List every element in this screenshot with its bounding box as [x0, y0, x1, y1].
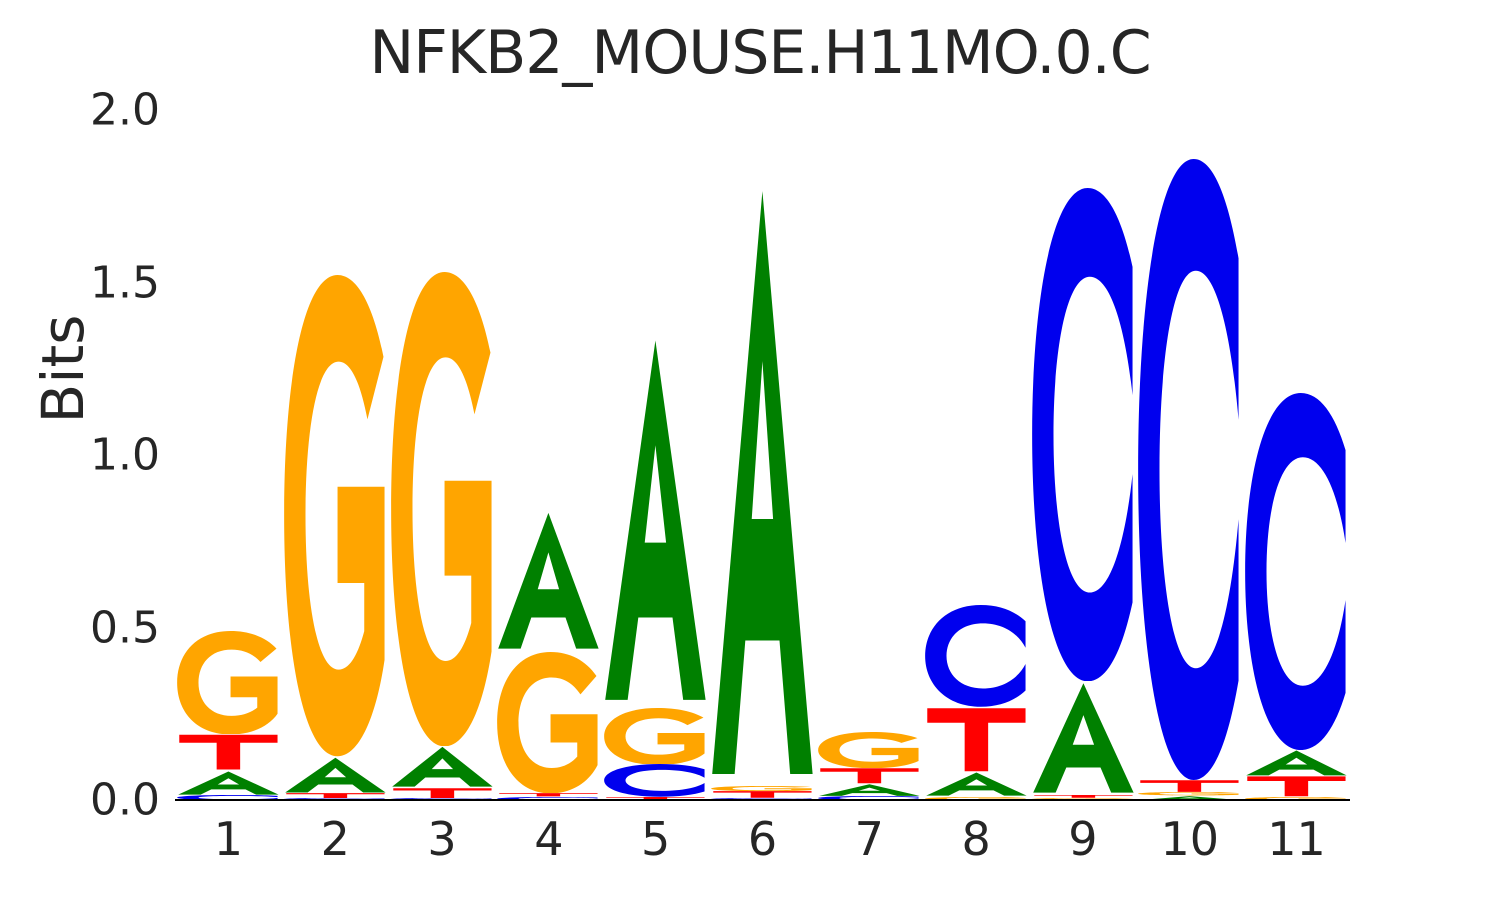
logo-letter-A	[923, 772, 1030, 797]
logo-letter-A	[495, 510, 602, 651]
x-tick-label: 4	[534, 812, 564, 866]
logo-letter-A	[1136, 795, 1243, 800]
x-axis-ticks: 1 2 3 4 5 6 7 8 9 10 11	[175, 812, 1350, 882]
y-tick-label: 0.0	[90, 774, 160, 826]
logo-letter-C	[923, 605, 1030, 707]
x-tick-label: 10	[1160, 812, 1219, 866]
logo-letter-T	[923, 707, 1030, 773]
logo-letter-T	[602, 797, 709, 800]
logo-letter-C	[1030, 188, 1137, 682]
y-tick-label: 1.0	[90, 429, 160, 481]
logo-letter-A	[816, 784, 923, 796]
logo-letter-G	[175, 630, 282, 735]
logo-letter-G	[389, 271, 496, 747]
logo-stacks	[175, 110, 1350, 800]
logo-stack-4	[495, 110, 602, 800]
logo-letter-A	[1030, 681, 1137, 795]
logo-letter-T	[282, 792, 389, 798]
logo-letter-C	[175, 794, 282, 800]
y-axis-ticks: 0.0 0.5 1.0 1.5 2.0	[0, 0, 160, 900]
y-tick-label: 0.5	[90, 602, 160, 653]
y-tick-label: 2.0	[90, 84, 160, 136]
logo-stack-10	[1136, 110, 1243, 800]
logo-letter-T	[495, 793, 602, 797]
logo-stack-3	[389, 110, 496, 800]
logo-letter-A	[1243, 750, 1350, 776]
axis-baseline	[175, 799, 1350, 801]
logo-stack-7	[816, 110, 923, 800]
logo-stack-9	[1030, 110, 1137, 800]
logo-stack-5	[602, 110, 709, 800]
x-tick-label: 5	[641, 812, 671, 866]
logo-letter-A	[602, 333, 709, 707]
x-tick-label: 2	[320, 812, 350, 866]
x-tick-label: 11	[1267, 812, 1326, 866]
logo-letter-C	[816, 795, 923, 800]
logo-stack-6	[709, 110, 816, 800]
logo-letter-A	[709, 179, 816, 786]
logo-letter-G	[282, 275, 389, 757]
logo-letter-T	[816, 768, 923, 784]
x-tick-label: 3	[427, 812, 457, 866]
logo-stack-2	[282, 110, 389, 800]
logo-stack-1	[175, 110, 282, 800]
logo-letter-T	[389, 787, 496, 798]
logo-letter-T	[175, 734, 282, 770]
y-tick-label: 1.5	[90, 257, 160, 308]
logo-letter-G	[709, 785, 816, 792]
logo-letter-C	[602, 764, 709, 798]
x-tick-label: 9	[1068, 812, 1098, 866]
logo-letter-T	[709, 791, 816, 798]
logo-letter-G	[495, 651, 602, 794]
logo-letter-T	[1243, 776, 1350, 797]
logo-letter-A	[175, 771, 282, 795]
x-tick-label: 1	[213, 812, 244, 866]
x-tick-label: 7	[854, 812, 884, 866]
logo-stack-11	[1243, 110, 1350, 800]
logo-letter-C	[1243, 392, 1350, 750]
logo-letter-T	[1136, 780, 1243, 793]
logo-letter-T	[1030, 795, 1137, 798]
logo-letter-A	[389, 746, 496, 787]
logo-letter-G	[1136, 792, 1243, 796]
logo-letter-C	[1136, 159, 1243, 781]
x-tick-label: 6	[747, 812, 778, 866]
logo-letter-G	[816, 732, 923, 769]
logo-letter-A	[282, 757, 389, 793]
logo-stack-8	[923, 110, 1030, 800]
page-title: NFKB2_MOUSE.H11MO.0.C	[369, 18, 1151, 88]
logo-letter-G	[602, 707, 709, 765]
x-tick-label: 8	[961, 812, 991, 866]
